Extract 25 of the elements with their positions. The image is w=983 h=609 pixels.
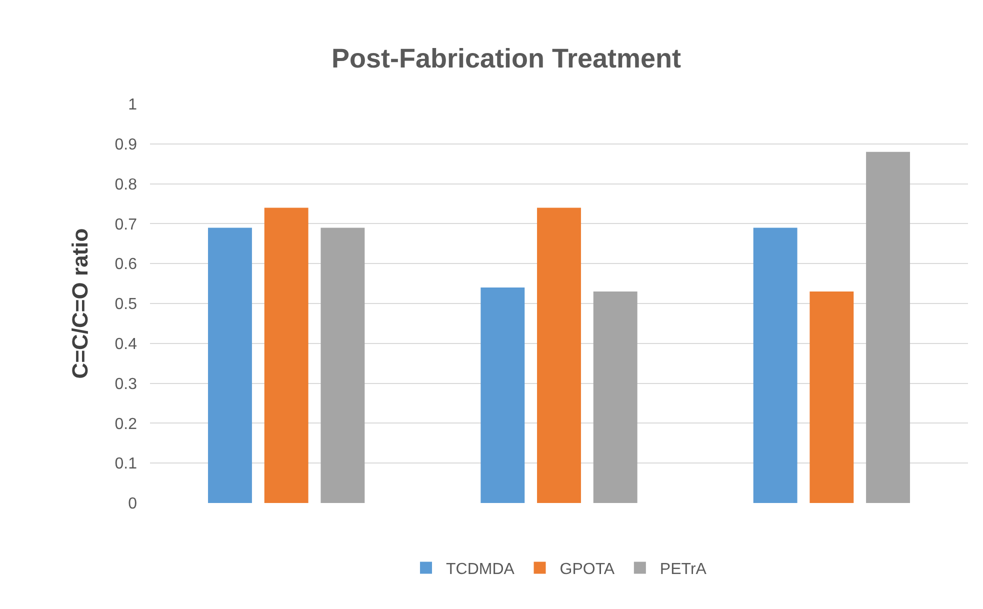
y-tick-label: 0.5 <box>114 296 138 314</box>
bar <box>753 228 798 503</box>
y-tick-label: 0.7 <box>114 216 138 234</box>
y-tick-label: 1 <box>128 96 138 114</box>
bar <box>593 292 638 503</box>
legend-label: TCDMDA <box>446 561 515 578</box>
y-tick-label: 0.6 <box>114 256 138 274</box>
bar <box>480 288 525 503</box>
y-tick-label: 0.3 <box>114 376 138 393</box>
bar <box>208 228 252 503</box>
y-axis-title: C=C/C=O ratio <box>68 228 93 379</box>
bar <box>866 152 910 503</box>
legend-label: GPOTA <box>560 561 615 578</box>
bar <box>810 292 854 503</box>
bar <box>264 208 308 503</box>
y-tick-label: 0.9 <box>114 136 138 154</box>
y-tick-label: 0.8 <box>114 176 138 194</box>
legend-label: PETrA <box>660 561 707 578</box>
y-tick-label: 0.2 <box>114 416 138 433</box>
y-tick-label: 0 <box>128 496 138 513</box>
chart-title: Post-Fabrication Treatment <box>331 43 682 74</box>
bar <box>537 208 581 503</box>
y-tick-label: 0.1 <box>114 456 138 473</box>
y-tick-label: 0.4 <box>114 336 138 353</box>
bar <box>320 228 365 503</box>
